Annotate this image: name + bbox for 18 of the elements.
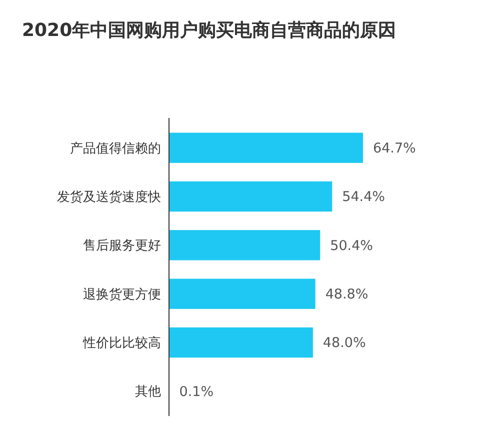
bar [169,230,320,260]
data-label: 50.4% [330,238,374,254]
data-label: 48.0% [322,335,366,352]
bar [169,278,316,309]
y-tick-label: 发货及送货速度快 [57,189,161,206]
data-label: 0.1% [179,384,214,400]
y-tick-label: 性价比比较高 [82,335,161,352]
data-label: 54.4% [342,189,386,206]
chart-title: 2020年中国网购用户购买电商自营商品的原因 [22,20,396,41]
bar [169,132,363,163]
bar [169,181,332,212]
y-tick-label: 其他 [135,384,161,400]
data-label: 64.7% [373,140,416,157]
bar [169,327,313,358]
data-label: 48.8% [325,286,368,303]
y-tick-label: 售后服务更好 [83,238,161,254]
y-tick-label: 退换货更方便 [83,286,161,302]
y-tick-label: 产品值得信赖的 [70,141,161,156]
